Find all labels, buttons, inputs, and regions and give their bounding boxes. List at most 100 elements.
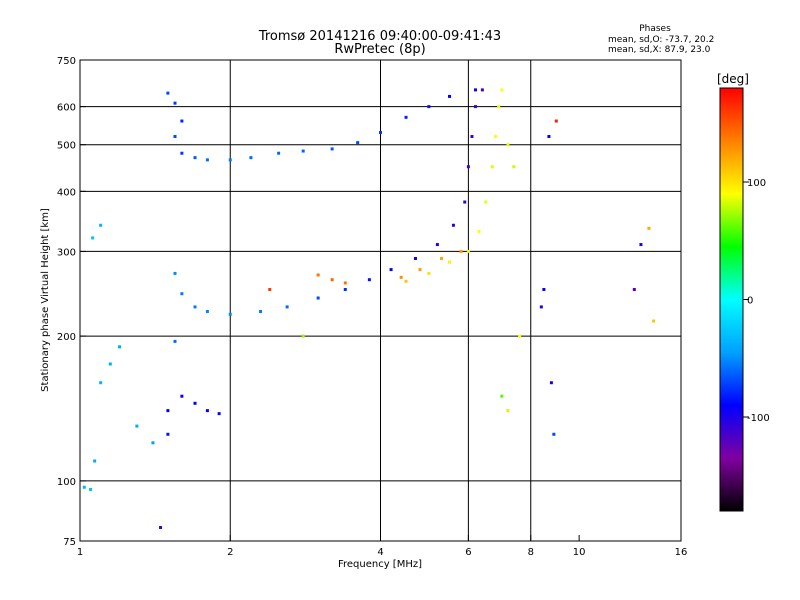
data-point [466,249,470,253]
colorbar-label: [deg] [717,72,749,86]
x-tick-label: 16 [675,547,688,558]
data-point [166,432,170,436]
data-point [173,271,177,275]
data-point [404,115,408,119]
data-point [99,381,103,385]
data-point [427,105,431,109]
data-point [494,135,498,139]
stats-o-mode: mean, sd,O: -73.7, 20.2 [608,35,714,45]
stats-heading: Phases [639,24,671,34]
data-point [554,119,558,123]
data-point [547,135,551,139]
x-tick-label: 2 [227,547,233,558]
y-tick-label: 400 [57,187,76,198]
data-point [448,260,452,264]
data-point [542,287,546,291]
colorbar-tick-label: -100 [747,413,770,424]
data-point [512,165,516,169]
data-point [477,229,481,233]
data-point [330,278,334,282]
data-point [440,256,444,260]
x-tick-label: 6 [465,547,471,558]
data-point [497,105,501,109]
colorbar-tick-label: 100 [747,178,766,189]
data-point [451,223,455,227]
data-point [473,105,477,109]
data-point [435,243,439,247]
data-point [91,236,95,240]
data-point [180,292,184,296]
data-point [135,424,139,428]
data-point [399,275,403,279]
data-point [647,226,651,230]
data-point [259,310,263,314]
data-point [277,151,281,155]
y-tick-label: 100 [57,477,76,488]
data-point [506,143,510,147]
data-point [217,412,221,416]
x-tick-label: 8 [528,547,534,558]
data-point [343,281,347,285]
data-point [480,88,484,92]
data-point [506,409,510,413]
data-point [448,94,452,98]
data-point [205,158,209,162]
data-point [500,394,504,398]
y-tick-label: 500 [57,141,76,152]
grid-lines [80,60,681,541]
data-point [367,278,371,282]
data-point [193,401,197,405]
y-tick-label: 600 [57,103,76,114]
data-point [228,158,232,162]
data-point [463,200,467,204]
y-axis-ticks: 75 100 200 300 400 500 600 750 [57,56,86,548]
colorbar-tick-label: 0 [747,296,753,307]
data-point [118,345,122,349]
data-point [166,409,170,413]
data-point [652,319,656,323]
x-tick-label: 4 [377,547,383,558]
data-point [500,88,504,92]
data-point [549,381,553,385]
data-point [285,305,289,309]
colorbar-ticks: -100 0 100 [743,178,770,424]
data-point [490,165,494,169]
data-point [89,487,93,491]
stats-x-mode: mean, sd,X: 87.9, 23.0 [608,45,711,55]
data-point [180,151,184,155]
data-point [159,526,163,530]
data-point [180,119,184,123]
y-tick-label: 75 [63,537,76,548]
data-point [413,256,417,260]
data-point [151,441,155,445]
data-point [205,409,209,413]
data-point [82,485,86,489]
data-point [108,362,112,366]
y-tick-label: 300 [57,247,76,258]
y-tick-label: 750 [57,56,76,67]
y-tick-label: 200 [57,332,76,343]
data-point [473,88,477,92]
data-point [193,305,197,309]
y-axis-label: Stationary phase Virtual Height [km] [40,208,51,392]
data-point [316,296,320,300]
data-point [173,339,177,343]
chart-title: Tromsø 20141216 09:40:00-09:41:43 [258,29,501,44]
data-point [404,279,408,283]
data-point [343,287,347,291]
data-point [639,243,643,247]
data-point [249,156,253,160]
data-point [518,334,522,338]
x-tick-label: 10 [573,547,586,558]
chart-subtitle: RwPretec (8p) [334,42,425,57]
data-point [205,310,209,314]
data-point [193,156,197,160]
data-point [427,271,431,275]
x-axis-ticks: 1 2 4 6 8 10 16 [77,535,688,558]
data-point [552,432,556,436]
data-point [356,141,360,145]
data-point [316,273,320,277]
data-point [173,101,177,105]
data-point [330,147,334,151]
